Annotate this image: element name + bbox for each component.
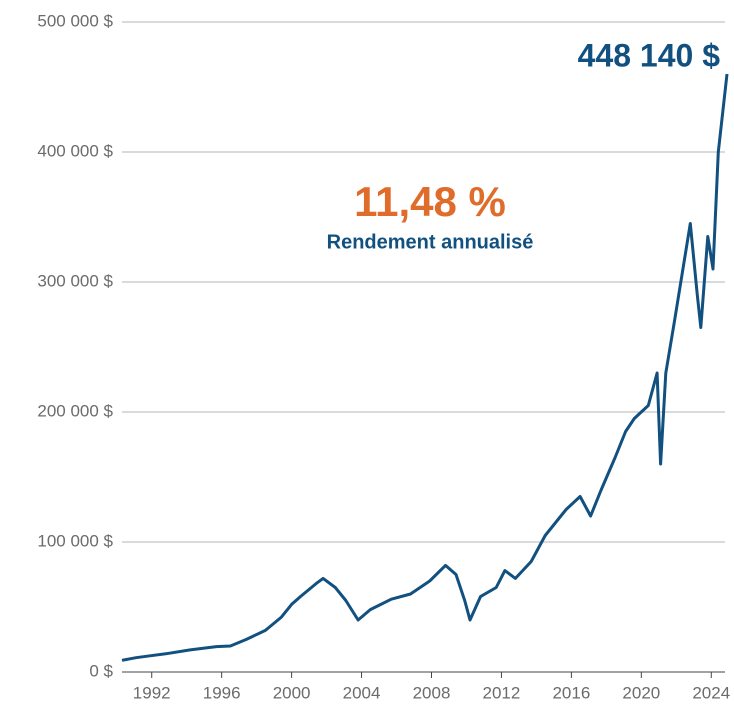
x-tick-label: 2008 (413, 683, 451, 702)
x-tick-label: 2012 (483, 683, 521, 702)
x-tick-label: 1992 (133, 683, 171, 702)
return-label: Rendement annualisé (327, 231, 534, 253)
y-tick-label: 0 $ (89, 661, 113, 680)
x-tick-label: 1996 (203, 683, 241, 702)
x-tick-label: 2000 (273, 683, 311, 702)
x-tick-label: 2024 (692, 683, 730, 702)
x-tick-label: 2020 (622, 683, 660, 702)
y-tick-label: 500 000 $ (37, 11, 113, 30)
final-value: 448 140 $ (578, 37, 721, 73)
return-rate: 11,48 % (354, 178, 506, 225)
x-tick-label: 2004 (343, 683, 381, 702)
y-tick-label: 100 000 $ (37, 531, 113, 550)
y-tick-label: 400 000 $ (37, 141, 113, 160)
y-tick-label: 200 000 $ (37, 401, 113, 420)
y-tick-label: 300 000 $ (37, 271, 113, 290)
x-tick-label: 2016 (552, 683, 590, 702)
line (121, 73, 729, 662)
